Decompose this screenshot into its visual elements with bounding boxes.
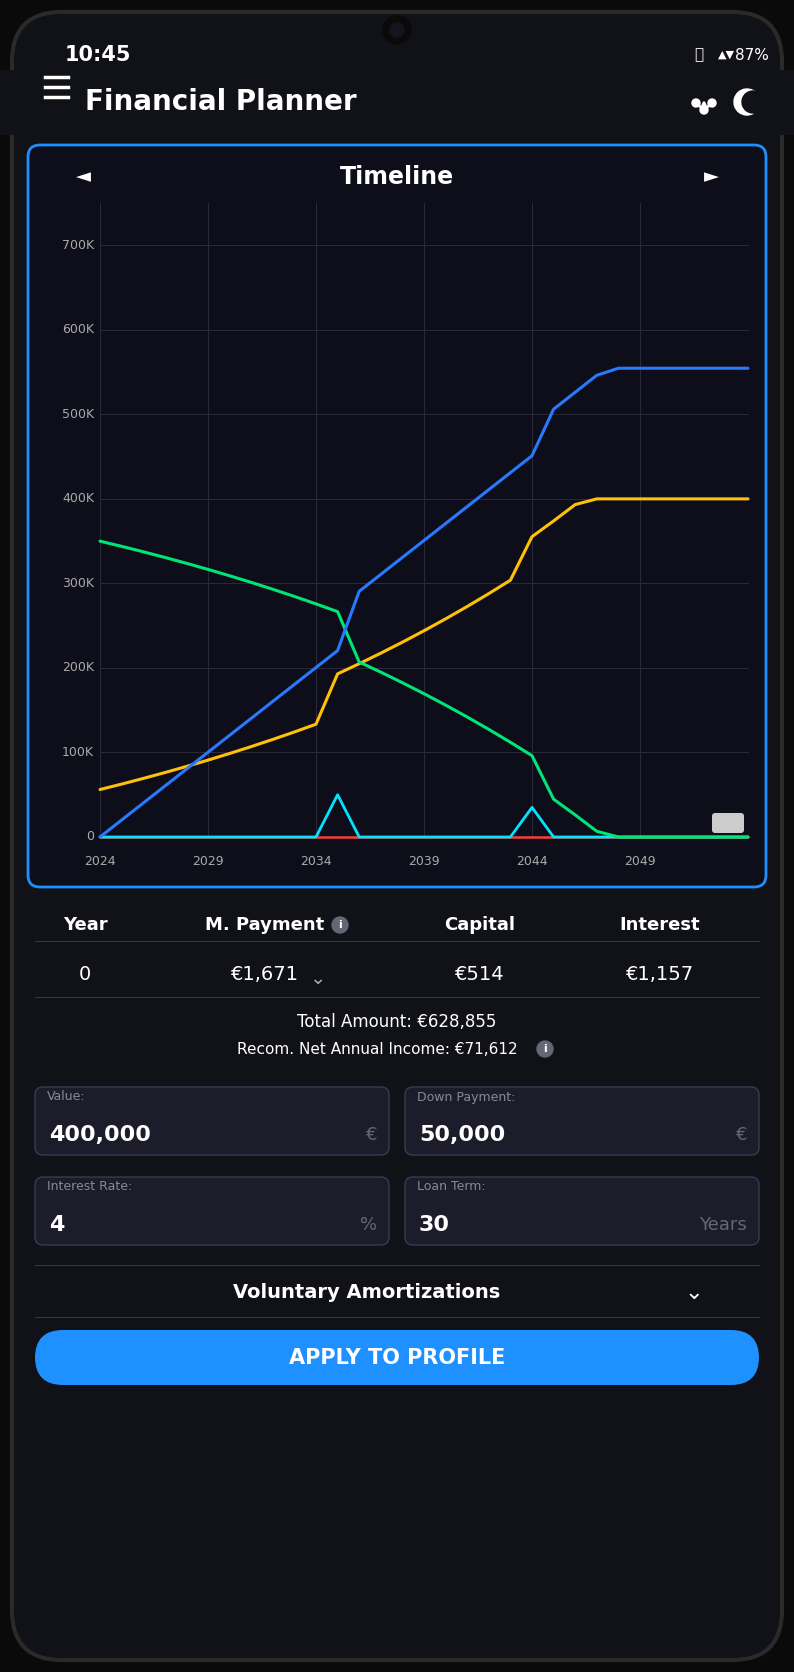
Text: CC: CC — [720, 818, 736, 828]
FancyBboxPatch shape — [12, 12, 782, 1660]
Text: €: € — [365, 1125, 377, 1144]
Text: Financial Planner: Financial Planner — [85, 89, 357, 115]
Text: 2024: 2024 — [84, 854, 116, 868]
Wedge shape — [734, 89, 758, 115]
FancyBboxPatch shape — [0, 70, 794, 135]
Text: 2049: 2049 — [624, 854, 656, 868]
FancyBboxPatch shape — [712, 813, 744, 833]
Text: Voluntary Amortizations: Voluntary Amortizations — [233, 1284, 501, 1302]
Circle shape — [537, 1042, 553, 1057]
Text: 30: 30 — [419, 1216, 450, 1236]
Text: 300K: 300K — [62, 577, 94, 590]
FancyBboxPatch shape — [405, 1177, 759, 1246]
Wedge shape — [742, 90, 762, 114]
Text: Recom. Net Annual Income: €71,612: Recom. Net Annual Income: €71,612 — [237, 1042, 518, 1057]
Text: €: € — [735, 1125, 747, 1144]
Text: 87%: 87% — [735, 47, 769, 62]
Text: 2029: 2029 — [192, 854, 224, 868]
Text: €1,671: €1,671 — [231, 965, 299, 985]
Text: 200K: 200K — [62, 662, 94, 674]
Text: ⌄: ⌄ — [684, 1282, 703, 1302]
Text: Capital: Capital — [445, 916, 515, 935]
Text: €514: €514 — [455, 965, 505, 985]
Text: ◄: ◄ — [75, 167, 91, 187]
Text: i: i — [543, 1043, 547, 1053]
FancyBboxPatch shape — [405, 1087, 759, 1155]
Text: 2044: 2044 — [516, 854, 548, 868]
Text: Value:: Value: — [47, 1090, 86, 1104]
Text: ►: ► — [703, 167, 719, 187]
Text: 500K: 500K — [62, 408, 94, 421]
Text: €1,157: €1,157 — [626, 965, 694, 985]
Text: 2034: 2034 — [300, 854, 332, 868]
FancyBboxPatch shape — [35, 1087, 389, 1155]
Text: 10:45: 10:45 — [65, 45, 132, 65]
Text: ▲▼: ▲▼ — [718, 50, 734, 60]
Text: Interest Rate:: Interest Rate: — [47, 1180, 133, 1194]
Text: Year: Year — [63, 916, 107, 935]
Text: APPLY TO PROFILE: APPLY TO PROFILE — [289, 1348, 505, 1368]
Text: Total Amount: €628,855: Total Amount: €628,855 — [297, 1013, 497, 1032]
FancyBboxPatch shape — [28, 145, 766, 888]
Text: 50,000: 50,000 — [419, 1125, 505, 1145]
Text: 4: 4 — [49, 1216, 64, 1236]
Circle shape — [390, 23, 404, 37]
Text: %: % — [360, 1216, 377, 1234]
Text: 400K: 400K — [62, 492, 94, 505]
Text: 400,000: 400,000 — [49, 1125, 151, 1145]
Text: Years: Years — [700, 1216, 747, 1234]
Circle shape — [383, 17, 411, 43]
Text: 700K: 700K — [62, 239, 94, 252]
Text: Timeline: Timeline — [340, 166, 454, 189]
Text: 2039: 2039 — [408, 854, 440, 868]
FancyBboxPatch shape — [35, 1177, 389, 1246]
Text: 0: 0 — [86, 831, 94, 843]
Circle shape — [700, 105, 708, 114]
Text: Loan Term:: Loan Term: — [417, 1180, 486, 1194]
Text: M. Payment: M. Payment — [206, 916, 325, 935]
Text: 100K: 100K — [62, 746, 94, 759]
FancyBboxPatch shape — [14, 13, 780, 1659]
Circle shape — [708, 99, 716, 107]
Text: Down Payment:: Down Payment: — [417, 1090, 515, 1104]
Text: Interest: Interest — [619, 916, 700, 935]
Text: i: i — [338, 920, 342, 930]
FancyBboxPatch shape — [35, 1329, 759, 1384]
Text: 🔇: 🔇 — [695, 47, 703, 62]
Text: 0: 0 — [79, 965, 91, 985]
Circle shape — [332, 916, 348, 933]
Text: 600K: 600K — [62, 323, 94, 336]
Text: ⌄: ⌄ — [309, 970, 326, 988]
Circle shape — [692, 99, 700, 107]
